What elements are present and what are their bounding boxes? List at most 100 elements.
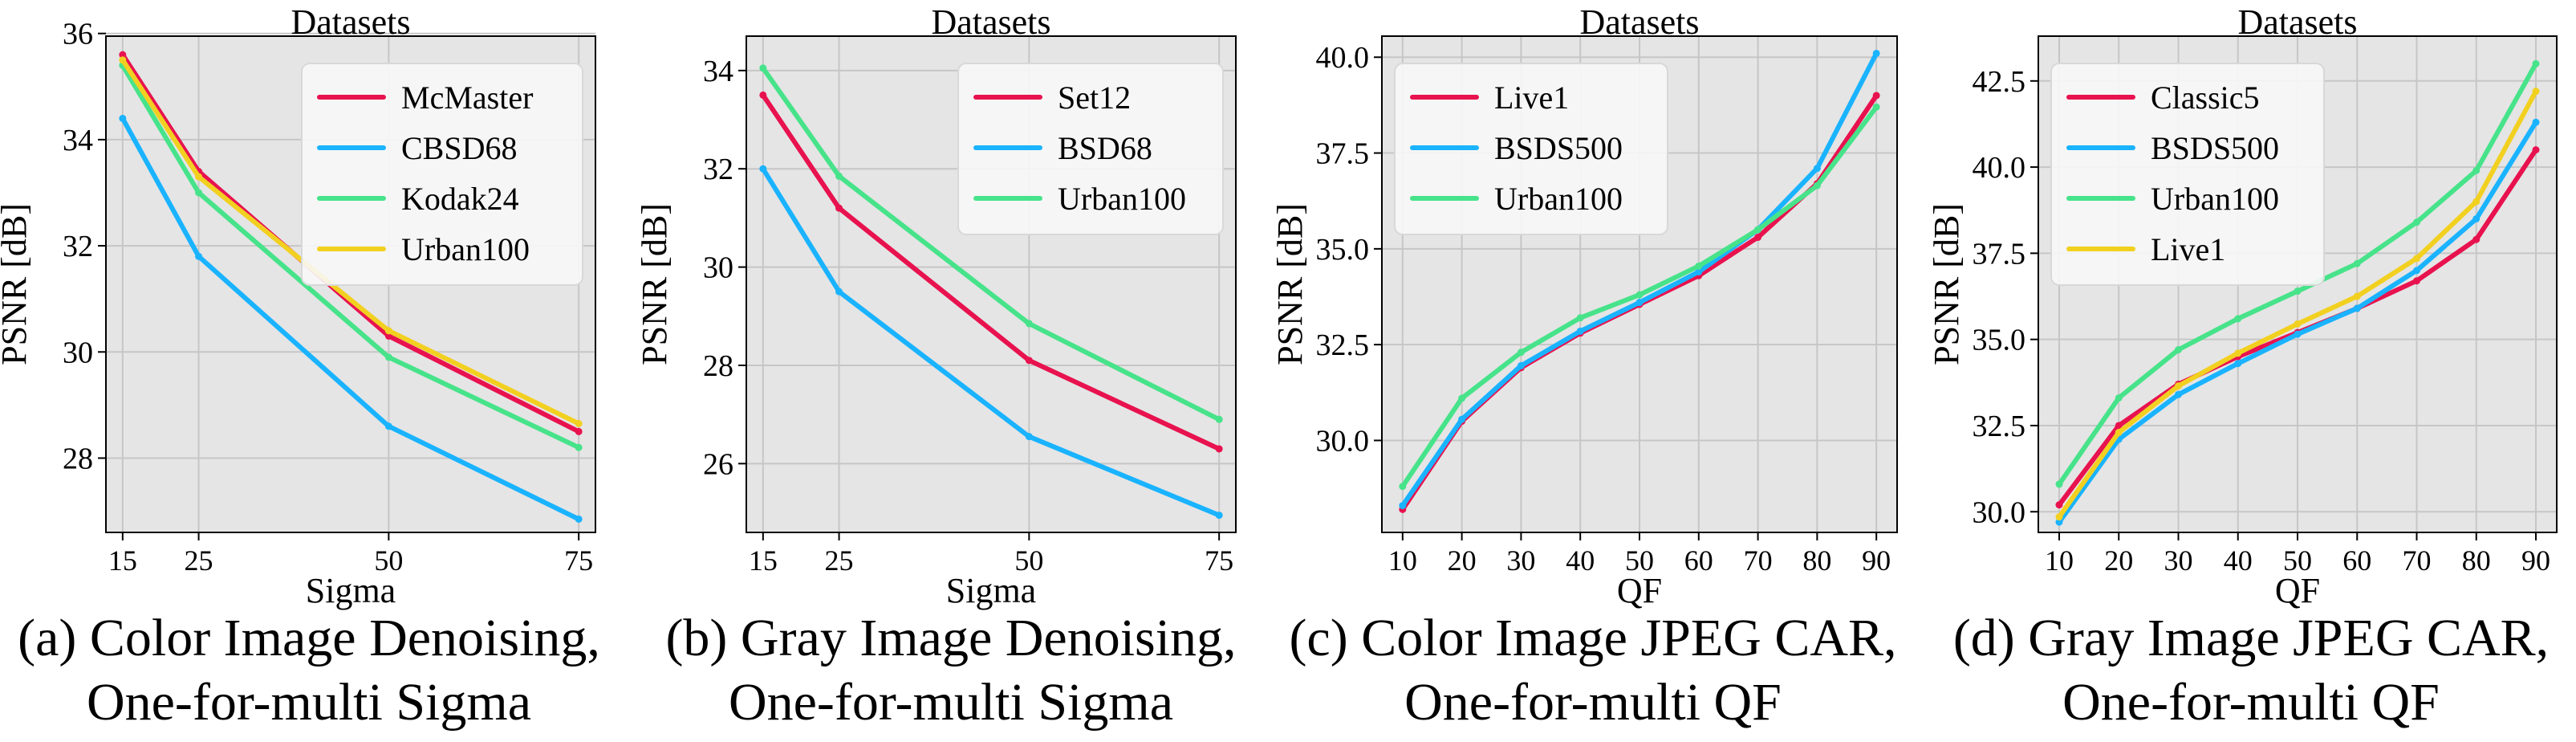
chart-title-a: Datasets [291, 2, 410, 42]
data-point-c-urban100 [1695, 262, 1703, 270]
data-point-a-mcmaster [119, 51, 127, 59]
y-tick-label-a: 36 [63, 18, 93, 51]
x-tick-label-d: 70 [2403, 544, 2432, 577]
legend-c: Live1 BSDS500 Urban100 [1394, 63, 1668, 235]
data-point-d-live1 [2055, 513, 2063, 521]
y-tick-label-d: 30.0 [1973, 495, 2026, 529]
y-tick-label-b: 34 [703, 55, 733, 88]
data-point-a-urban100 [575, 420, 583, 428]
x-tick-label-c: 70 [1744, 544, 1773, 577]
series-line-b-set12 [760, 92, 1222, 451]
y-tick-label-b: 32 [703, 153, 733, 186]
legend-label-a-kodak24: Kodak24 [401, 181, 519, 217]
caption-b: (b) Gray Image Denoising, One-for-multi … [634, 606, 1268, 735]
y-axis-label-c: PSNR [dB] [1270, 203, 1310, 365]
caption-a: (a) Color Image Denoising, One-for-multi… [0, 606, 618, 735]
data-point-b-urban100 [835, 172, 843, 180]
series-line-a-urban100 [120, 57, 582, 426]
y-tick-label-d: 35.0 [1973, 324, 2026, 357]
x-axis-label-c: QF [1617, 571, 1662, 610]
data-point-d-classic5 [2055, 501, 2063, 509]
x-tick-label-a: 15 [108, 544, 137, 577]
data-point-c-bsds500 [1695, 267, 1703, 275]
x-tick-label-d: 10 [2045, 544, 2074, 577]
legend-box-b [957, 63, 1224, 235]
data-point-d-urban100 [2413, 218, 2421, 226]
data-point-d-live1 [2472, 198, 2481, 206]
data-point-c-bsds500 [1872, 49, 1880, 57]
legend-label-c-urban100: Urban100 [1494, 181, 1623, 217]
data-point-a-mcmaster [575, 427, 583, 435]
data-point-d-live1 [2294, 320, 2302, 328]
y-tick-label-b: 30 [703, 251, 733, 285]
data-point-d-bsds500 [2472, 214, 2481, 222]
y-tick-label-c: 35.0 [1316, 233, 1370, 267]
data-point-c-bsds500 [1576, 327, 1584, 335]
x-tick-label-c: 60 [1684, 544, 1713, 577]
data-point-c-bsds500 [1635, 299, 1644, 307]
data-point-b-bsd68 [759, 165, 767, 173]
x-tick-label-c: 40 [1566, 544, 1595, 577]
caption-b-line-1: (b) Gray Image Denoising, [665, 609, 1237, 667]
data-point-a-kodak24 [195, 189, 203, 197]
x-tick-label-d: 50 [2283, 544, 2312, 577]
data-point-d-live1 [2115, 429, 2123, 437]
legend-box-d [2050, 63, 2325, 286]
plot-frame-b [746, 35, 1237, 533]
data-point-d-urban100 [2234, 315, 2242, 323]
legend-label-d-classic5: Classic5 [2151, 80, 2260, 116]
data-point-a-urban100 [384, 327, 392, 335]
y-tick-label-c: 37.5 [1316, 137, 1370, 171]
x-tick-label-b: 50 [1014, 544, 1043, 577]
data-point-c-bsds500 [1399, 502, 1407, 510]
data-point-c-urban100 [1635, 291, 1644, 299]
x-tick-label-b: 15 [749, 544, 778, 577]
data-point-d-bsds500 [2234, 360, 2242, 368]
data-point-d-urban100 [2353, 259, 2361, 267]
data-point-d-live1 [2174, 382, 2182, 390]
caption-d-line-2: One-for-multi QF [2062, 673, 2440, 732]
x-tick-label-c: 10 [1388, 544, 1417, 577]
y-axis-label-a: PSNR [dB] [0, 203, 34, 365]
y-tick-label-a: 28 [63, 442, 93, 475]
legend-label-b-urban100: Urban100 [1058, 181, 1186, 217]
x-tick-label-c: 50 [1625, 544, 1654, 577]
y-tick-label-c: 40.0 [1316, 41, 1370, 75]
data-point-b-bsd68 [835, 287, 843, 296]
x-tick-label-d: 30 [2164, 544, 2192, 577]
data-point-d-classic5 [2472, 235, 2481, 243]
data-point-c-urban100 [1517, 349, 1525, 357]
data-point-d-live1 [2353, 292, 2361, 300]
data-point-b-bsd68 [1025, 433, 1033, 441]
legend-d: Classic5 BSDS500 Urban100 Live1 [2050, 63, 2325, 286]
y-axis-label-d: PSNR [dB] [1927, 203, 1966, 365]
series-line-b-bsd68 [760, 166, 1222, 518]
legend-a: McMaster CBSD68 Kodak24 Urban100 [301, 63, 583, 286]
legend-box-c [1394, 63, 1668, 235]
legend-label-d-live1: Live1 [2151, 231, 2225, 267]
data-point-d-urban100 [2115, 394, 2123, 402]
y-axis-label-b: PSNR [dB] [635, 203, 674, 365]
y-tick-label-b: 26 [703, 447, 733, 481]
x-tick-label-a: 25 [185, 544, 213, 577]
chart-d-svg: 10 20 30 40 50 60 70 80 90 30.0 32.5 35.0 37.5 40.0 42… [1927, 2, 2558, 610]
data-point-c-urban100 [1399, 483, 1407, 491]
caption-c: (c) Color Image JPEG CAR, One-for-multi … [1276, 606, 1910, 735]
plot-frame-a [105, 35, 596, 533]
data-point-a-kodak24 [575, 443, 583, 451]
y-tick-label-c: 30.0 [1316, 424, 1370, 458]
x-tick-label-b: 75 [1205, 544, 1233, 577]
data-point-d-bsds500 [2174, 390, 2182, 398]
x-tick-label-c: 90 [1862, 544, 1891, 577]
data-point-b-set12 [1025, 357, 1033, 365]
y-tick-label-c: 32.5 [1316, 328, 1370, 362]
x-tick-label-b: 25 [825, 544, 854, 577]
data-point-a-urban100 [119, 56, 127, 64]
data-point-c-bsds500 [1813, 165, 1821, 173]
data-point-b-urban100 [1215, 415, 1223, 423]
legend-b: Set12 BSD68 Urban100 [957, 63, 1224, 235]
x-tick-label-c: 30 [1506, 544, 1535, 577]
legend-label-a-cbsd68: CBSD68 [401, 130, 518, 166]
y-tick-label-a: 30 [63, 336, 93, 369]
chart-c-svg: 10 20 30 40 50 60 70 80 90 30.0 32.5 35.0 37.5 40.0 Da… [1270, 2, 1898, 610]
